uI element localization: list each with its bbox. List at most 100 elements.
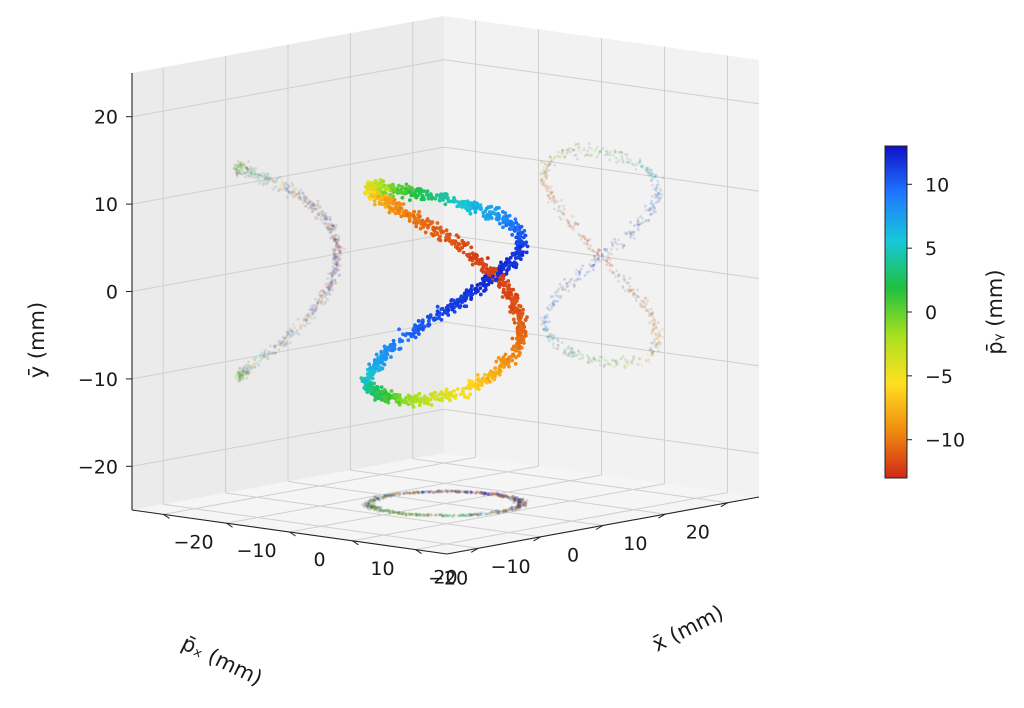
projection-point xyxy=(333,238,337,242)
projection-point xyxy=(455,491,459,494)
projection-point xyxy=(562,211,566,215)
projection-point xyxy=(334,270,338,274)
projection-point xyxy=(234,377,238,381)
projection-point xyxy=(638,357,641,361)
data-point xyxy=(462,304,467,309)
projection-point xyxy=(329,236,333,240)
projection-point xyxy=(439,489,443,493)
projection-point xyxy=(558,282,562,286)
projection-point xyxy=(258,172,261,176)
projection-point xyxy=(333,258,337,262)
data-point xyxy=(434,394,439,399)
data-point xyxy=(439,396,444,401)
projection-point xyxy=(441,490,445,494)
projection-point xyxy=(484,491,488,495)
data-point xyxy=(401,202,406,207)
projection-point xyxy=(647,218,651,222)
data-point xyxy=(520,253,525,258)
projection-point xyxy=(383,494,387,497)
projection-point xyxy=(326,227,330,231)
projection-point xyxy=(312,203,316,207)
projection-point xyxy=(302,199,306,202)
projection-point xyxy=(606,152,610,155)
projection-point xyxy=(287,191,291,194)
data-point xyxy=(482,376,486,381)
projection-point xyxy=(436,513,440,517)
projection-point xyxy=(649,173,653,177)
projection-point xyxy=(307,312,310,316)
projection-point xyxy=(650,331,653,335)
data-point xyxy=(417,214,422,219)
projection-point xyxy=(451,515,454,518)
projection-point xyxy=(373,507,377,511)
projection-point xyxy=(549,333,553,337)
projection-point xyxy=(589,154,593,158)
data-point xyxy=(482,372,487,377)
data-point xyxy=(391,395,396,400)
projection-point xyxy=(517,500,521,504)
data-point xyxy=(491,266,496,271)
projection-point xyxy=(334,252,338,256)
projection-point xyxy=(405,491,408,494)
data-point xyxy=(493,207,498,212)
projection-point xyxy=(543,162,547,166)
projection-point xyxy=(551,190,555,194)
projection-point xyxy=(298,195,302,199)
projection-point xyxy=(314,310,317,313)
projection-point xyxy=(296,195,300,199)
projection-point xyxy=(252,356,256,360)
projection-point xyxy=(501,510,505,514)
projection-point xyxy=(507,496,510,499)
data-point xyxy=(481,269,486,273)
projection-point xyxy=(332,235,336,239)
projection-point xyxy=(479,511,482,515)
projection-point xyxy=(506,496,510,499)
data-point xyxy=(369,382,374,387)
projection-point xyxy=(600,355,604,359)
projection-point xyxy=(624,232,628,236)
projection-point xyxy=(278,341,282,345)
projection-point xyxy=(621,355,625,358)
projection-point xyxy=(306,198,310,202)
data-point xyxy=(411,213,416,218)
projection-point xyxy=(308,200,312,204)
projection-point xyxy=(456,514,460,518)
data-point xyxy=(519,244,523,249)
projection-point xyxy=(276,342,280,346)
projection-point xyxy=(243,369,246,373)
projection-point xyxy=(475,491,478,495)
projection-point xyxy=(602,363,606,367)
projection-point xyxy=(258,359,262,363)
projection-point xyxy=(544,319,548,323)
projection-point xyxy=(457,490,461,494)
projection-point xyxy=(296,192,299,196)
projection-point xyxy=(585,270,589,274)
projection-point xyxy=(582,235,586,239)
projection-point xyxy=(376,496,379,500)
projection-point xyxy=(237,169,241,173)
projection-point xyxy=(648,173,652,176)
projection-point xyxy=(540,161,544,165)
projection-point xyxy=(543,327,547,331)
projection-point xyxy=(613,237,616,241)
projection-point xyxy=(644,167,648,171)
projection-point xyxy=(250,173,254,177)
projection-point xyxy=(266,174,269,178)
projection-point xyxy=(473,512,477,516)
z-axis-label: p̄ₓ (mm) xyxy=(178,631,266,691)
projection-point xyxy=(486,493,490,496)
projection-point xyxy=(494,492,498,496)
projection-point xyxy=(620,154,624,158)
projection-point xyxy=(572,283,576,287)
projection-point xyxy=(314,217,318,221)
projection-point xyxy=(411,512,415,516)
projection-point xyxy=(603,247,607,251)
data-point xyxy=(397,211,401,216)
colorbar-tick-label: 0 xyxy=(925,302,937,324)
data-point xyxy=(420,326,425,331)
projection-point xyxy=(513,498,516,502)
projection-point xyxy=(248,174,251,178)
projection-point xyxy=(630,288,633,292)
projection-point xyxy=(638,161,642,165)
projection-point xyxy=(482,490,485,494)
